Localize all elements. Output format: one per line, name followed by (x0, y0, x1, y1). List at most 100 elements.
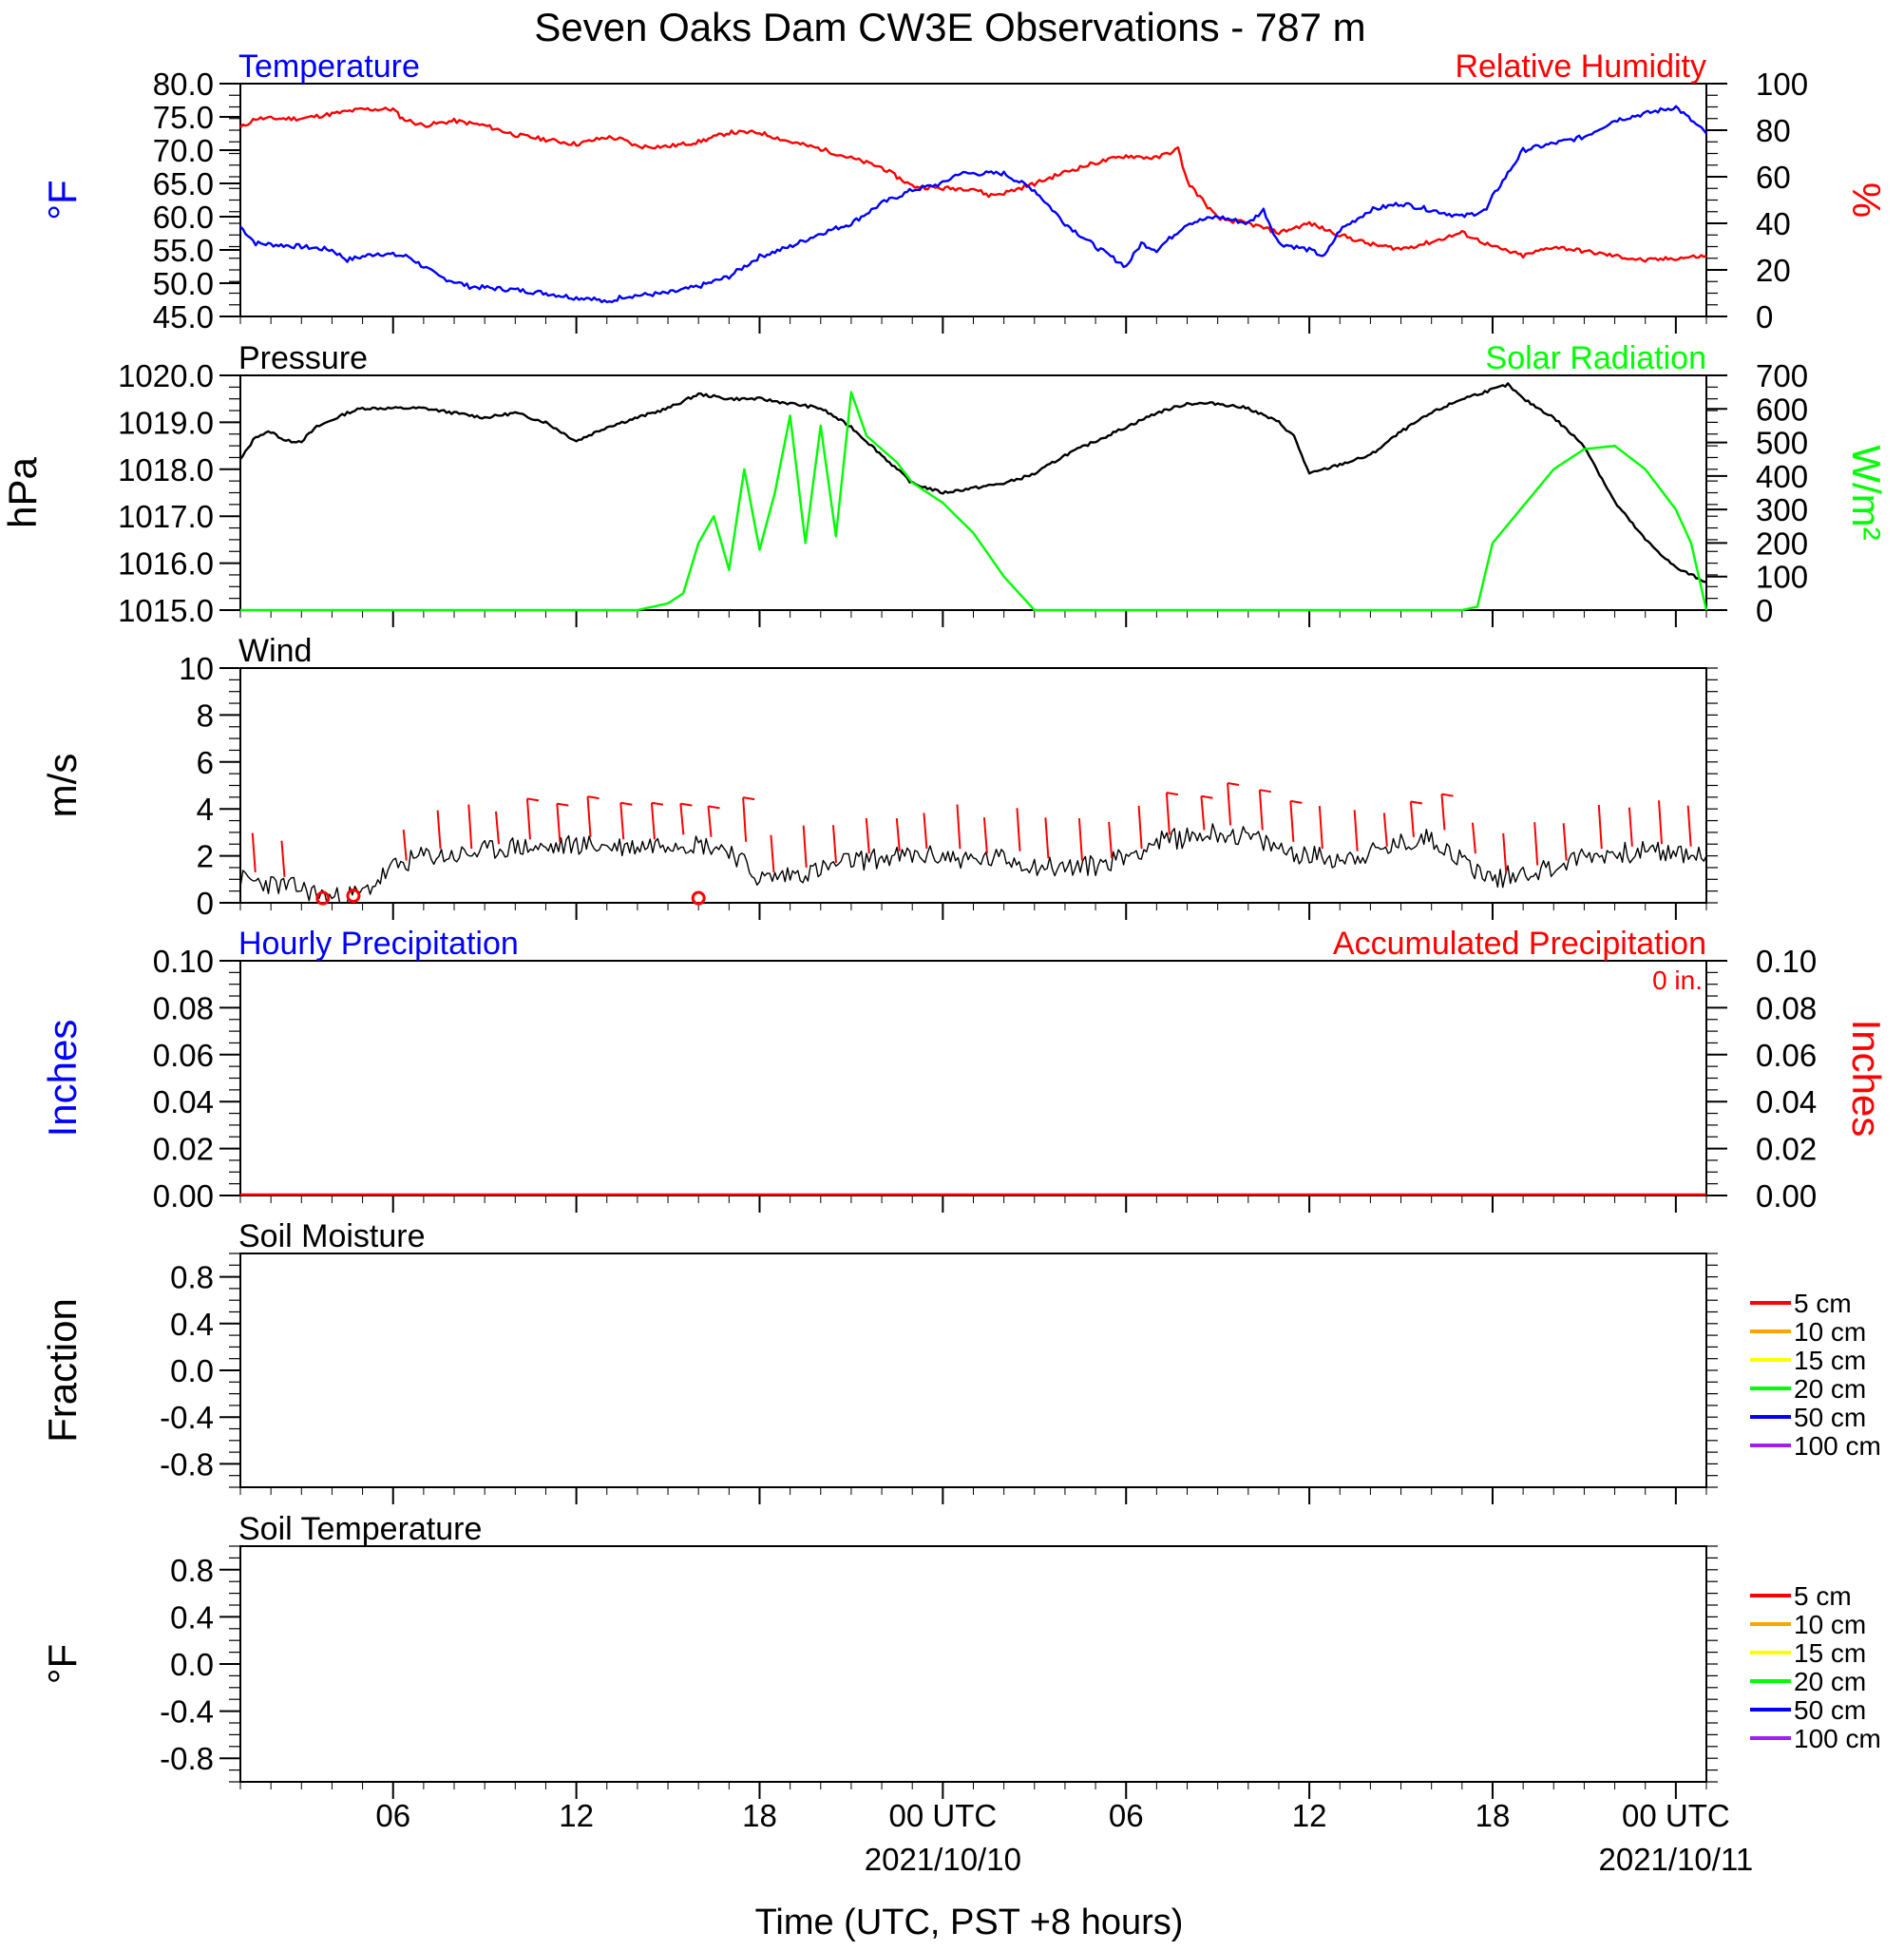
wind-barb-flag (587, 795, 600, 800)
wind-barb-flag (708, 805, 720, 810)
panel-right-title: Relative Humidity (1455, 48, 1706, 85)
wind-barb-flag (680, 802, 693, 807)
wind-barb (1137, 805, 1143, 850)
y-tick-label: 1018.0 (118, 452, 214, 488)
legend-label: 50 cm (1794, 1403, 1866, 1432)
y2-tick-label: 40 (1756, 206, 1791, 241)
wind-barb (436, 810, 442, 850)
panel-soil-moisture: -0.8 -0.4 0.0 0.4 0.8 Soil Moisture Fraction 5 … (40, 1218, 1881, 1504)
y2-tick-label: 600 (1756, 392, 1808, 427)
legend-label: 10 cm (1794, 1610, 1866, 1639)
wind-barb (1165, 793, 1171, 835)
x-tick-label: 18 (1476, 1798, 1511, 1833)
x-tick-label: 18 (742, 1798, 777, 1833)
wind-barb-flag (620, 801, 633, 806)
wind-barb (1382, 813, 1388, 847)
panel-wind: 0 2 4 6 8 10 Wind m/s (40, 633, 1718, 921)
wind-barb-flag (1227, 782, 1240, 787)
legend-label: 100 cm (1794, 1431, 1881, 1461)
x-tick-label: 12 (1292, 1798, 1327, 1833)
wind-barb (280, 840, 286, 877)
y2-tick-label: 80 (1756, 113, 1791, 148)
y-tick-label: 0.4 (170, 1307, 214, 1342)
calm-wind-marker (315, 890, 331, 906)
wind-barb (1440, 794, 1446, 831)
y-tick-label: 0.00 (153, 1178, 214, 1214)
y-tick-label: 0.02 (153, 1132, 214, 1167)
panel-temperature-humidity: 45.050.055.060.065.070.075.080.0 0 20 40 60 8… (40, 48, 1889, 335)
panel-left-title: Soil Moisture (238, 1218, 426, 1254)
y-tick-label: 8 (197, 698, 214, 733)
wind-barb (619, 802, 625, 840)
y2-tick-label: 500 (1756, 426, 1808, 461)
wind-barb (525, 798, 531, 840)
y2-tick-label: 0.04 (1756, 1084, 1817, 1119)
wind-barb (865, 817, 870, 854)
wind-barb-flag (1166, 792, 1179, 796)
y2-tick-label: 0 (1756, 593, 1773, 628)
y-tick-label: 1015.0 (118, 593, 214, 628)
x-tick-label: 06 (375, 1798, 410, 1833)
y-axis-unit: °F (40, 1644, 85, 1684)
wind-barb (467, 804, 473, 850)
panel-right-title: Solar Radiation (1486, 340, 1706, 376)
legend-label: 5 cm (1794, 1581, 1852, 1611)
wind-barb-flag (557, 802, 569, 807)
wind-barb (1108, 821, 1114, 859)
y-tick-label: 1016.0 (118, 546, 214, 582)
y2-axis-unit: % (1844, 182, 1889, 218)
y2-tick-label: 0 (1756, 299, 1773, 335)
y2-tick-label: 300 (1756, 492, 1808, 527)
y2-tick-label: 400 (1756, 459, 1808, 494)
wind-barb (742, 797, 748, 842)
y-tick-label: 10 (179, 651, 214, 686)
legend-label: 10 cm (1794, 1317, 1866, 1347)
legend-label: 15 cm (1794, 1638, 1866, 1668)
y2-tick-label: 60 (1756, 160, 1791, 195)
y-tick-label: 60.0 (153, 200, 214, 235)
legend-label: 50 cm (1794, 1695, 1866, 1725)
y-tick-label: 1020.0 (118, 358, 214, 393)
wind-barb-flag (651, 801, 664, 806)
wind-barb (895, 817, 901, 851)
x-tick-label: 12 (559, 1798, 594, 1833)
y-axis-unit: Inches (40, 1020, 85, 1138)
wind-barb (650, 802, 656, 840)
wind-barb-flag (1441, 793, 1454, 797)
x-date-label: 2021/10/11 (1598, 1842, 1753, 1877)
legend-label: 20 cm (1794, 1667, 1866, 1696)
y2-tick-label: 100 (1756, 67, 1808, 102)
wind-barb (251, 832, 257, 872)
wind-barb (1258, 790, 1264, 831)
panel-left-title: Hourly Precipitation (238, 926, 519, 962)
wind-barb (1200, 795, 1206, 831)
y-tick-label: -0.8 (160, 1446, 214, 1482)
wind-barb (1409, 801, 1415, 837)
wind-barb (1016, 808, 1021, 851)
wind-barb (679, 803, 685, 835)
wind-barb (982, 817, 988, 854)
y-tick-label: 70.0 (153, 133, 214, 168)
y-tick-label: 1017.0 (118, 499, 214, 534)
y-tick-label: 0.08 (153, 990, 214, 1025)
y2-tick-label: 100 (1756, 560, 1808, 595)
legend-label: 15 cm (1794, 1346, 1866, 1375)
panel-left-title: Temperature (238, 48, 420, 85)
panel-right-title: Accumulated Precipitation (1333, 926, 1706, 962)
y-tick-label: 80.0 (153, 67, 214, 102)
y2-tick-label: 0.08 (1756, 990, 1817, 1025)
wind-barb (1318, 806, 1323, 850)
y-tick-label: -0.4 (160, 1400, 214, 1435)
y-tick-label: 1019.0 (118, 405, 214, 440)
wind-barb (770, 834, 775, 872)
y-tick-label: 0.4 (170, 1599, 214, 1635)
y2-tick-label: 0.02 (1756, 1132, 1817, 1167)
panel-left-title: Pressure (238, 340, 368, 376)
wind-barb (802, 825, 808, 869)
precip-total: 0 in. (1652, 966, 1703, 995)
y2-tick-label: 0.00 (1756, 1178, 1817, 1214)
wind-barb (831, 825, 837, 864)
y2-tick-label: 0.06 (1756, 1038, 1817, 1073)
